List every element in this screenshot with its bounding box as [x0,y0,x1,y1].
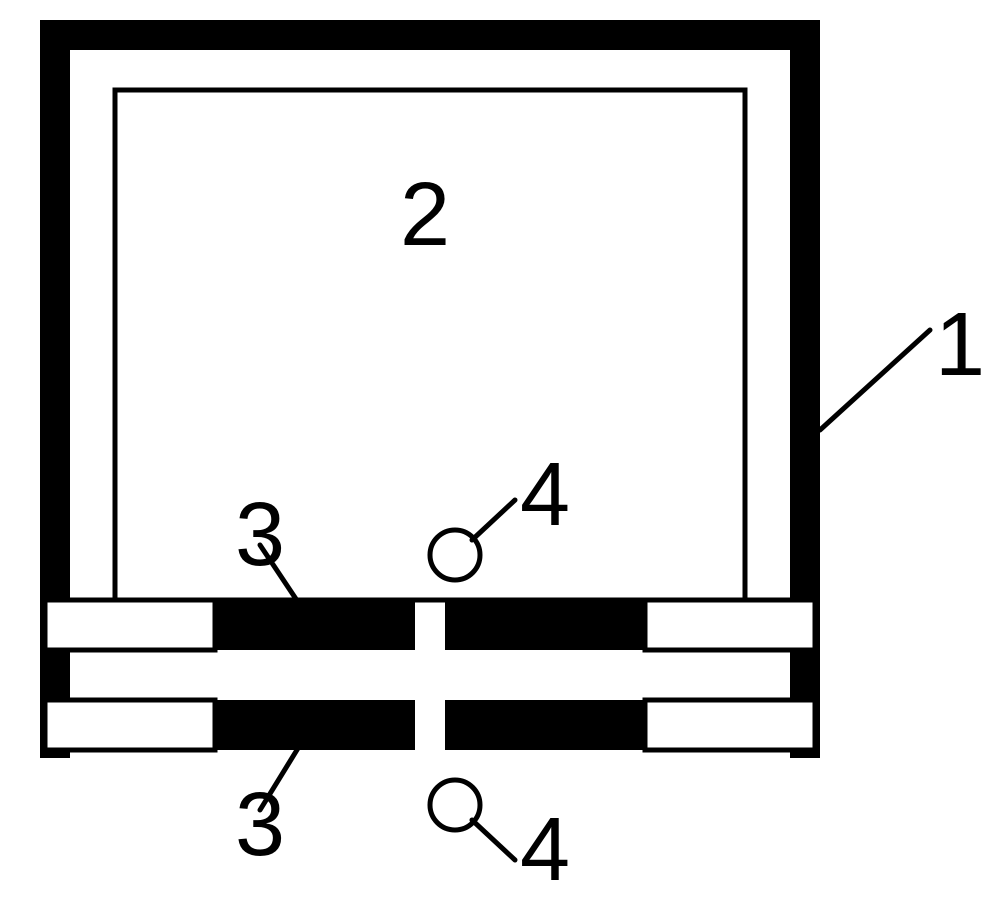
label-three_lower: 3 [235,780,285,870]
label-two: 2 [400,170,450,260]
bar-upper-left-white [45,600,215,650]
bar-lower-right-black [445,700,645,750]
label-four_upper: 4 [520,450,570,540]
label-one: 1 [935,300,985,390]
bar-lower-left-white [45,700,215,750]
bar-lower-left-black [215,700,415,750]
leader-one [820,330,930,430]
bar-lower-right-white [645,700,815,750]
diagram-svg [0,0,1000,863]
label-three_upper: 3 [235,490,285,580]
label-four_lower: 4 [520,805,570,895]
leader-four_upper [472,500,515,540]
bar-upper-right-black [445,600,645,650]
diagram-stage: 123344 [0,0,1000,863]
leader-four_lower [472,820,515,860]
bar-upper-left-black [215,600,415,650]
bar-upper-right-white [645,600,815,650]
